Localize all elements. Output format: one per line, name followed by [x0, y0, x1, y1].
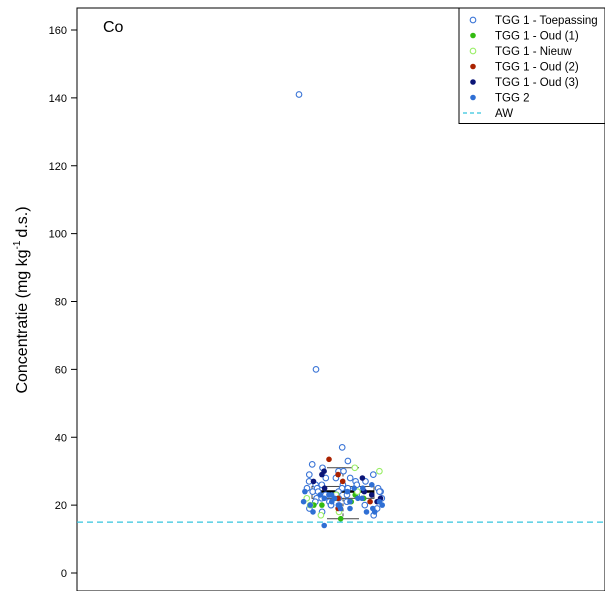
data-point: [337, 515, 344, 522]
data-point: [335, 471, 341, 478]
data-point: [347, 505, 353, 512]
legend-label: TGG 1 - Oud (2): [495, 62, 579, 74]
data-point: [310, 509, 316, 515]
y-tick-label: 100: [49, 229, 67, 241]
data-point: [363, 509, 370, 515]
y-tick-label: 120: [49, 161, 67, 173]
data-point: [337, 505, 344, 512]
data-point: [376, 488, 383, 495]
data-point: [371, 509, 378, 515]
data-point: [355, 495, 361, 502]
y-axis-ticks: 0 20 40 60 80 100 120 140 160: [49, 25, 77, 580]
data-point: [312, 366, 320, 373]
legend-label: TGG 1 - Nieuw: [495, 46, 572, 58]
legend-label: TGG 1 - Toepassing: [495, 15, 598, 27]
data-point: [361, 501, 369, 509]
y-tick-label: 140: [49, 93, 67, 105]
data-point: [309, 488, 317, 495]
data-point: [346, 474, 354, 482]
data-point: [326, 456, 332, 463]
legend: TGG 1 - Toepassing TGG 1 - Oud (1) TGG 1 -…: [458, 7, 605, 124]
y-tick-label: 40: [55, 432, 67, 444]
data-point: [367, 498, 373, 505]
data-point: [300, 498, 307, 505]
y-tick-label: 60: [55, 364, 67, 376]
data-point: [321, 495, 328, 502]
data-point: [368, 492, 375, 498]
data-point: [305, 471, 313, 478]
y-tick-label: 160: [49, 25, 67, 37]
data-point: [360, 485, 366, 492]
y-axis-label-tail: d.s.): [14, 206, 31, 237]
legend-marker: [470, 79, 476, 85]
data-point: [369, 471, 377, 478]
data-point: [344, 457, 352, 465]
y-tick-label: 20: [55, 500, 67, 512]
y-axis-label: Concentratie (mg kg-1 d.s.): [12, 206, 31, 393]
data-point: [369, 482, 375, 488]
data-point: [340, 467, 347, 475]
data-point: [321, 522, 328, 529]
legend-label: TGG 1 - Oud (1): [495, 31, 579, 43]
data-point: [351, 464, 359, 472]
legend-box: [458, 7, 605, 124]
data-point: [359, 495, 365, 502]
data-point: [338, 444, 346, 451]
chart-title: Co: [103, 19, 124, 36]
y-axis-label-main: Concentratie (mg kg: [14, 249, 31, 393]
legend-marker: [470, 63, 476, 70]
data-point: [295, 91, 303, 98]
data-point: [308, 461, 316, 468]
legend-marker: [469, 16, 477, 24]
data-point: [319, 471, 325, 478]
data-points: [295, 91, 386, 529]
data-point: [379, 502, 386, 508]
data-point: [322, 474, 330, 482]
data-point: [329, 498, 335, 505]
data-point: [302, 488, 308, 495]
data-point: [319, 502, 325, 508]
data-point: [376, 467, 383, 475]
legend-marker: [469, 47, 477, 55]
data-point: [317, 492, 324, 498]
data-point: [347, 498, 353, 505]
data-point: [310, 478, 317, 485]
data-point: [317, 511, 325, 519]
legend-label: TGG 1 - Oud (3): [495, 77, 579, 89]
data-point: [351, 485, 358, 492]
data-point: [321, 485, 328, 492]
y-tick-label: 0: [61, 568, 67, 580]
legend-label: AW: [495, 108, 513, 120]
y-tick-label: 80: [55, 297, 67, 309]
legend-marker: [470, 94, 476, 101]
legend-marker: [470, 32, 476, 39]
data-point: [359, 475, 366, 481]
data-point: [344, 488, 351, 495]
data-point: [307, 502, 314, 508]
y-axis-label-superscript: -1: [12, 240, 23, 249]
data-point: [339, 478, 346, 485]
legend-label: TGG 2: [495, 93, 530, 105]
